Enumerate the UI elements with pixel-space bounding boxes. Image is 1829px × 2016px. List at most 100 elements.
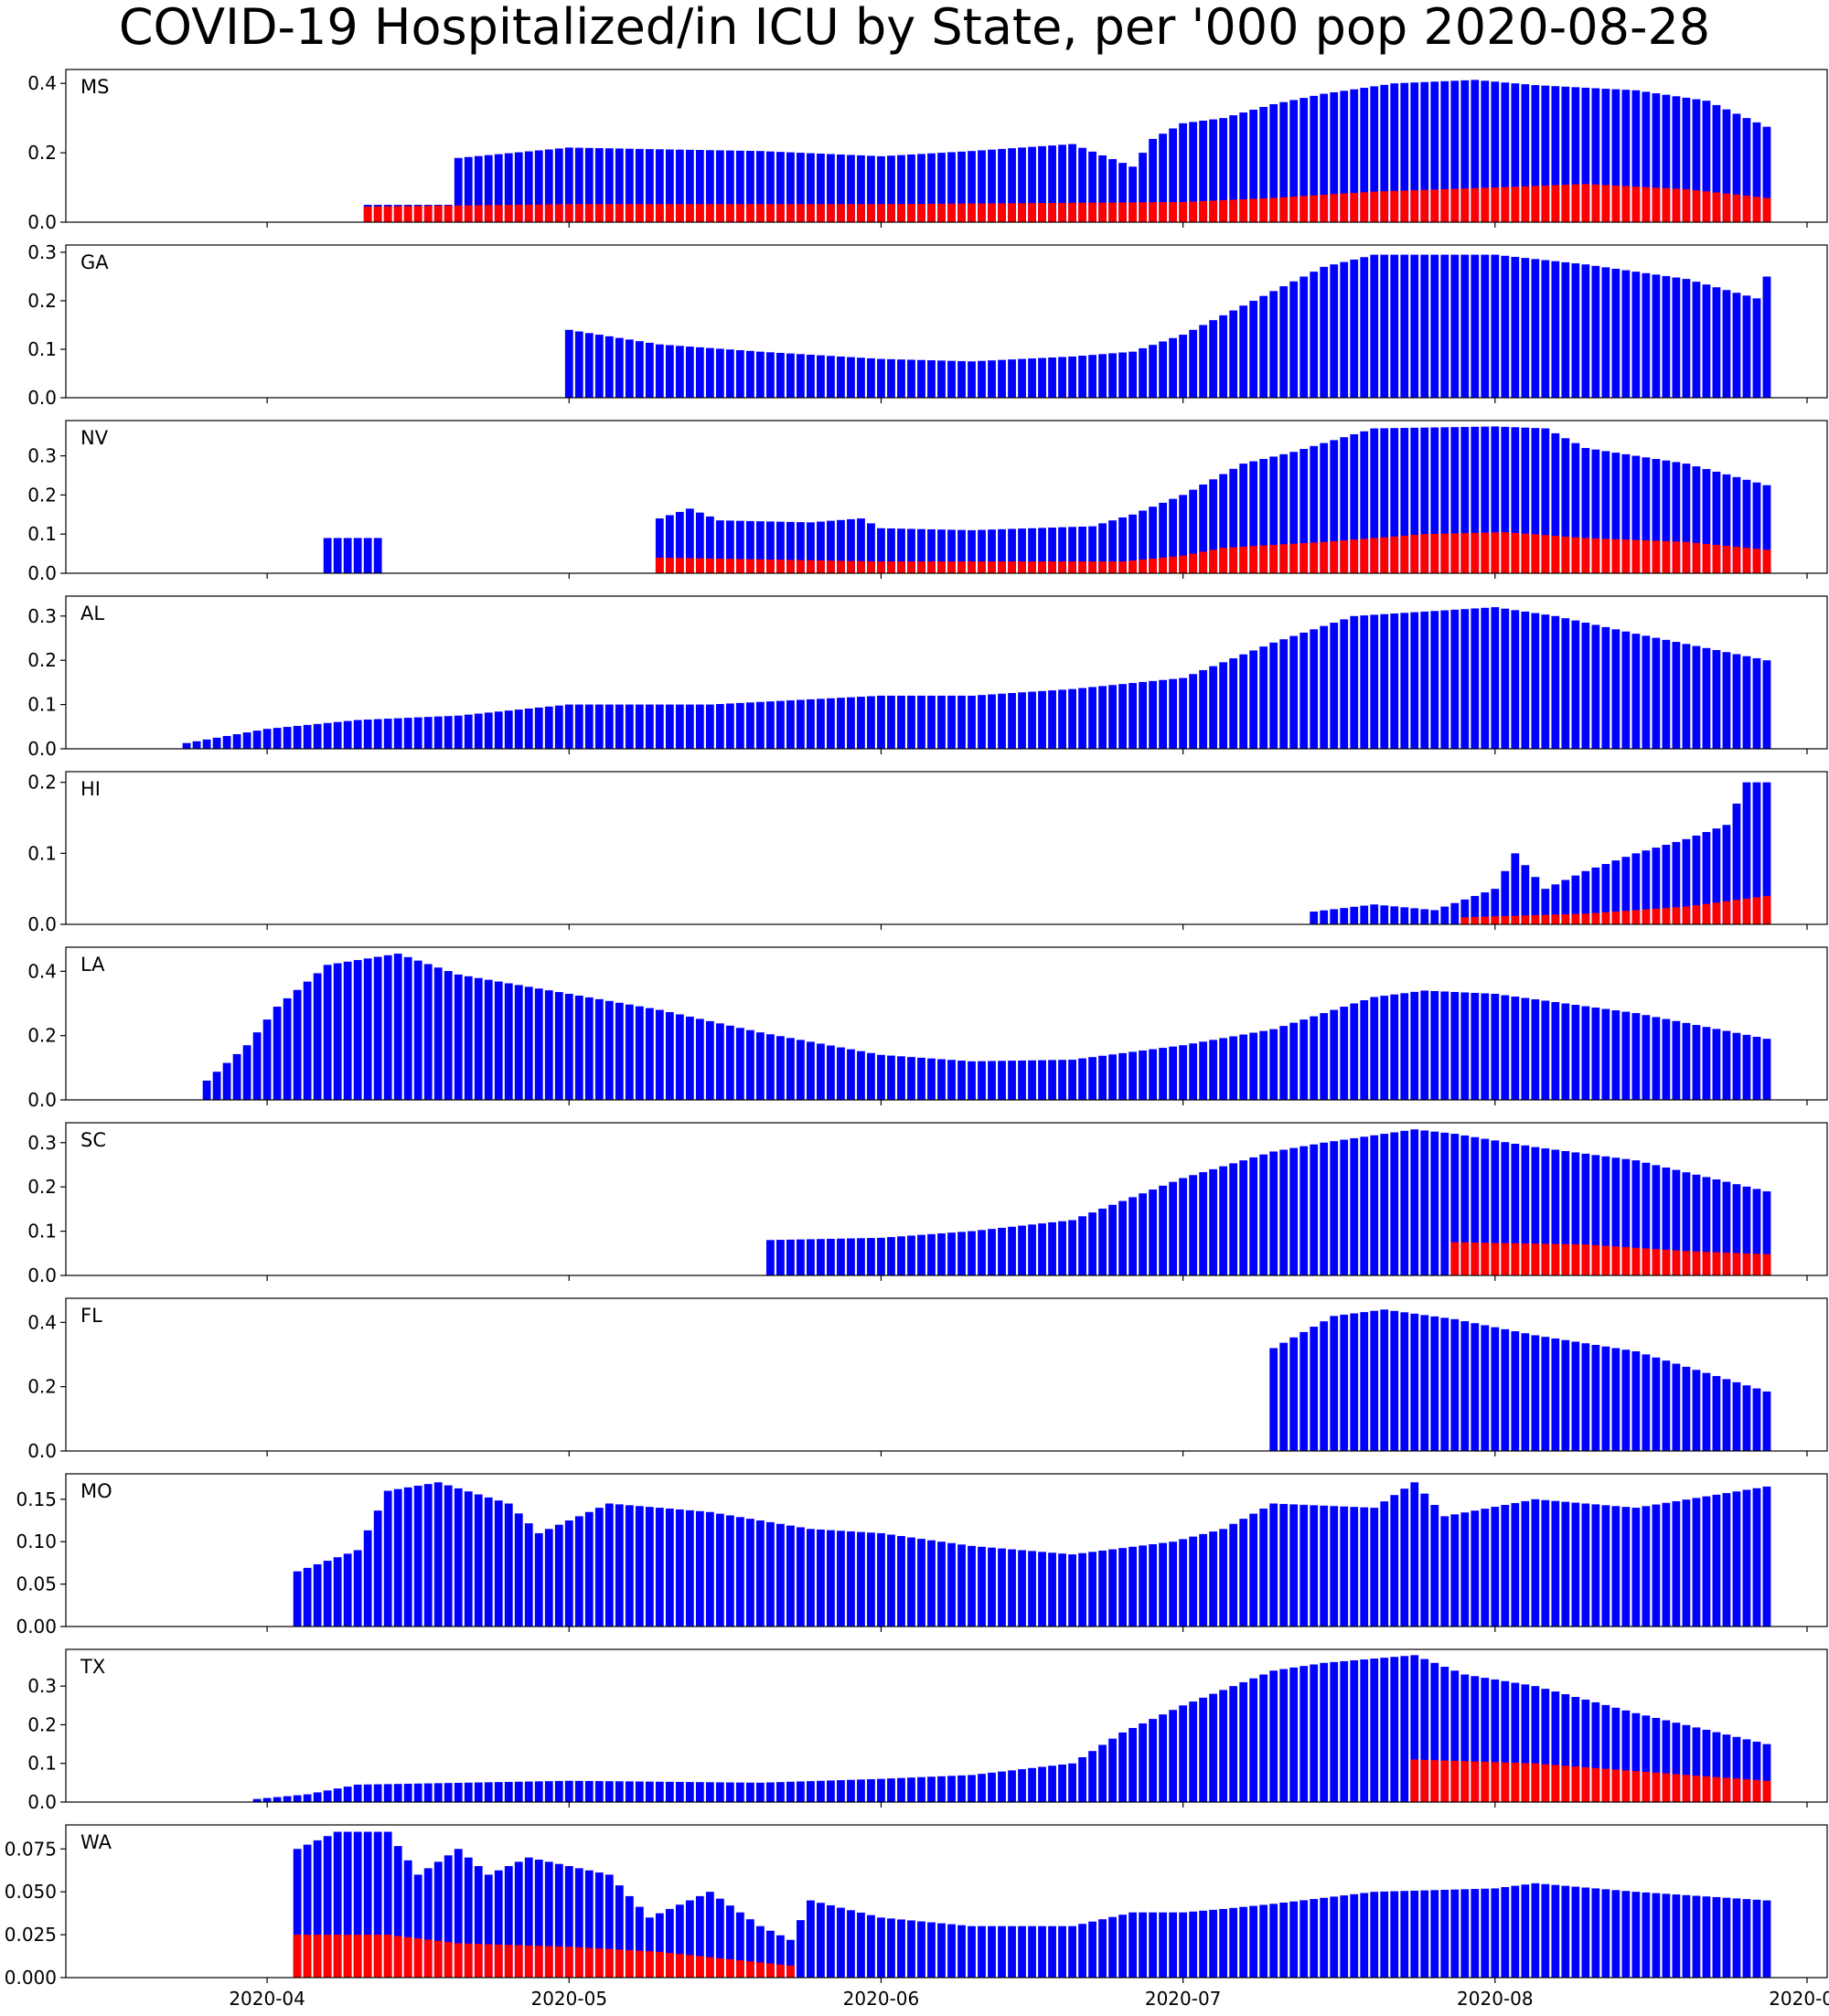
hospitalized-bar: [584, 997, 594, 1100]
hospitalized-bar: [1108, 159, 1117, 222]
hospitalized-bar: [564, 1866, 573, 1978]
hospitalized-bar: [1169, 678, 1178, 749]
hospitalized-bar: [1370, 254, 1379, 398]
hospitalized-bar: [1732, 1736, 1741, 1802]
icu-bar: [1591, 1767, 1600, 1802]
icu-bar: [665, 558, 674, 573]
hospitalized-bar: [484, 712, 493, 749]
y-tick-label: 0.2: [27, 772, 57, 794]
icu-bar: [393, 1936, 402, 1978]
hospitalized-bar: [1501, 82, 1510, 222]
icu-bar: [1481, 187, 1490, 222]
hospitalized-bar: [1712, 1896, 1721, 1978]
hospitalized-bar: [957, 1775, 966, 1802]
hospitalized-bar: [917, 1234, 925, 1275]
icu-bar: [1621, 1247, 1631, 1275]
hospitalized-bar: [1702, 1372, 1711, 1451]
hospitalized-bar: [343, 1831, 352, 1978]
hospitalized-bar: [988, 149, 996, 222]
hospitalized-bar: [1652, 1893, 1661, 1978]
hospitalized-bar: [1752, 657, 1761, 749]
hospitalized-bar: [635, 1781, 644, 1802]
hospitalized-bar: [665, 1908, 674, 1978]
hospitalized-bar: [273, 1007, 282, 1100]
icu-bar: [1460, 188, 1470, 222]
icu-bar: [1702, 191, 1711, 222]
hospitalized-bar: [1581, 1343, 1590, 1451]
hospitalized-bar: [1561, 438, 1570, 573]
hospitalized-bar: [1722, 1379, 1731, 1451]
icu-bar: [1742, 898, 1751, 924]
hospitalized-bar: [1340, 908, 1349, 924]
icu-bar: [1541, 1243, 1550, 1275]
panel-ms: 0.00.20.4 MS: [27, 69, 1828, 233]
hospitalized-bar: [1340, 1139, 1349, 1275]
hospitalized-bar: [1621, 1349, 1631, 1451]
hospitalized-bar: [1249, 1513, 1258, 1627]
hospitalized-bar: [343, 961, 352, 1100]
hospitalized-bar: [1551, 615, 1560, 749]
icu-bar: [1682, 541, 1691, 573]
hospitalized-bar: [1521, 1333, 1530, 1451]
hospitalized-bar: [917, 359, 925, 398]
icu-bar: [1078, 561, 1086, 573]
hospitalized-bar: [1450, 609, 1460, 749]
icu-bar: [725, 1958, 734, 1978]
hospitalized-bar: [927, 695, 936, 749]
icu-bar: [1591, 1244, 1600, 1275]
hospitalized-bar: [1561, 1339, 1570, 1451]
y-tick-label: 0.3: [27, 241, 57, 263]
hospitalized-bar: [1390, 906, 1399, 924]
icu-bar: [1471, 187, 1480, 222]
hospitalized-bar: [1491, 607, 1500, 749]
hospitalized-bar: [1239, 464, 1248, 573]
icu-bar: [665, 1953, 674, 1978]
hospitalized-bar: [1229, 1036, 1238, 1100]
hospitalized-bar: [635, 1906, 644, 1978]
icu-bar: [1259, 197, 1268, 222]
hospitalized-bar: [1400, 993, 1409, 1100]
hospitalized-bar: [877, 155, 885, 222]
hospitalized-bar: [1320, 443, 1329, 573]
hospitalized-bar: [947, 152, 956, 222]
y-tick-label: 0.0: [27, 211, 57, 233]
icu-bar: [1752, 897, 1761, 924]
icu-bar: [494, 1944, 503, 1978]
hospitalized-bar: [544, 1529, 553, 1627]
hospitalized-bar: [968, 1231, 976, 1275]
hospitalized-bar: [283, 727, 292, 749]
hospitalized-bar: [655, 344, 664, 398]
hospitalized-bar: [1430, 910, 1439, 924]
icu-bar: [393, 206, 402, 222]
hospitalized-bar: [675, 511, 684, 573]
hospitalized-bar: [897, 1056, 905, 1100]
hospitalized-bar: [1471, 1676, 1480, 1802]
hospitalized-bar: [494, 1870, 503, 1978]
y-tick-label: 0.3: [27, 445, 57, 467]
icu-bar: [947, 561, 956, 573]
hospitalized-bar: [725, 1905, 734, 1978]
hospitalized-bar: [1762, 660, 1771, 749]
icu-bar: [554, 204, 563, 222]
icu-bar: [1621, 911, 1631, 924]
hospitalized-bar: [1048, 145, 1056, 222]
hospitalized-bar: [1541, 1337, 1550, 1451]
hospitalized-bar: [1471, 1136, 1480, 1275]
hospitalized-bar: [202, 739, 211, 749]
hospitalized-bar: [1481, 426, 1490, 573]
hospitalized-bar: [1491, 254, 1500, 398]
hospitalized-bar: [1410, 1129, 1419, 1275]
hospitalized-bar: [1380, 996, 1389, 1100]
icu-bar: [1531, 914, 1540, 924]
hospitalized-bar: [1611, 1506, 1620, 1627]
hospitalized-bar: [857, 155, 865, 222]
hospitalized-bar: [1601, 1505, 1610, 1627]
icu-bar: [1179, 555, 1188, 573]
y-tick-label: 0.2: [27, 649, 57, 671]
hospitalized-bar: [937, 360, 946, 398]
hospitalized-bar: [1531, 1686, 1540, 1802]
hospitalized-bar: [1642, 1162, 1651, 1275]
hospitalized-bar: [1501, 426, 1510, 573]
icu-bar: [604, 1948, 614, 1978]
hospitalized-bar: [1239, 1034, 1248, 1100]
